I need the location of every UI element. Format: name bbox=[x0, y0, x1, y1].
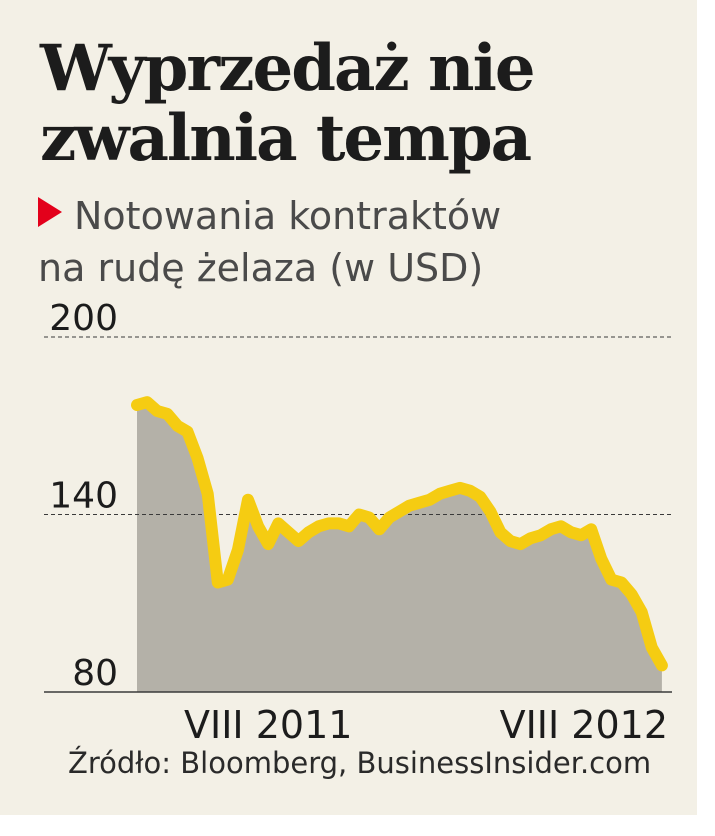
chart-subtitle-line-1: Notowania kontraktów bbox=[74, 194, 502, 238]
chart-subtitle: Notowania kontraktów na rudę żelaza (w U… bbox=[38, 190, 501, 294]
red-triangle-marker-icon bbox=[38, 197, 62, 227]
chart-panel: Wyprzedaż nie zwalnia tempa Notowania ko… bbox=[0, 0, 697, 815]
chart-subtitle-line-2: na rudę żelaza (w USD) bbox=[38, 246, 484, 290]
price-line bbox=[131, 396, 668, 672]
source-note: Źródło: Bloomberg, BusinessInsider.com bbox=[68, 746, 652, 780]
chart-title: Wyprzedaż nie zwalnia tempa bbox=[40, 31, 536, 176]
price-area bbox=[137, 402, 662, 692]
y-tick-label-140: 140 bbox=[49, 476, 118, 517]
chart-title-line-2: zwalnia tempa bbox=[40, 101, 532, 176]
chart-title-line-1: Wyprzedaż nie bbox=[40, 31, 536, 106]
x-tick-label-1: VIII 2011 bbox=[184, 703, 352, 747]
x-tick-label-2: VIII 2012 bbox=[500, 703, 668, 747]
y-tick-label-80: 80 bbox=[72, 653, 118, 694]
y-tick-label-200: 200 bbox=[49, 298, 118, 339]
